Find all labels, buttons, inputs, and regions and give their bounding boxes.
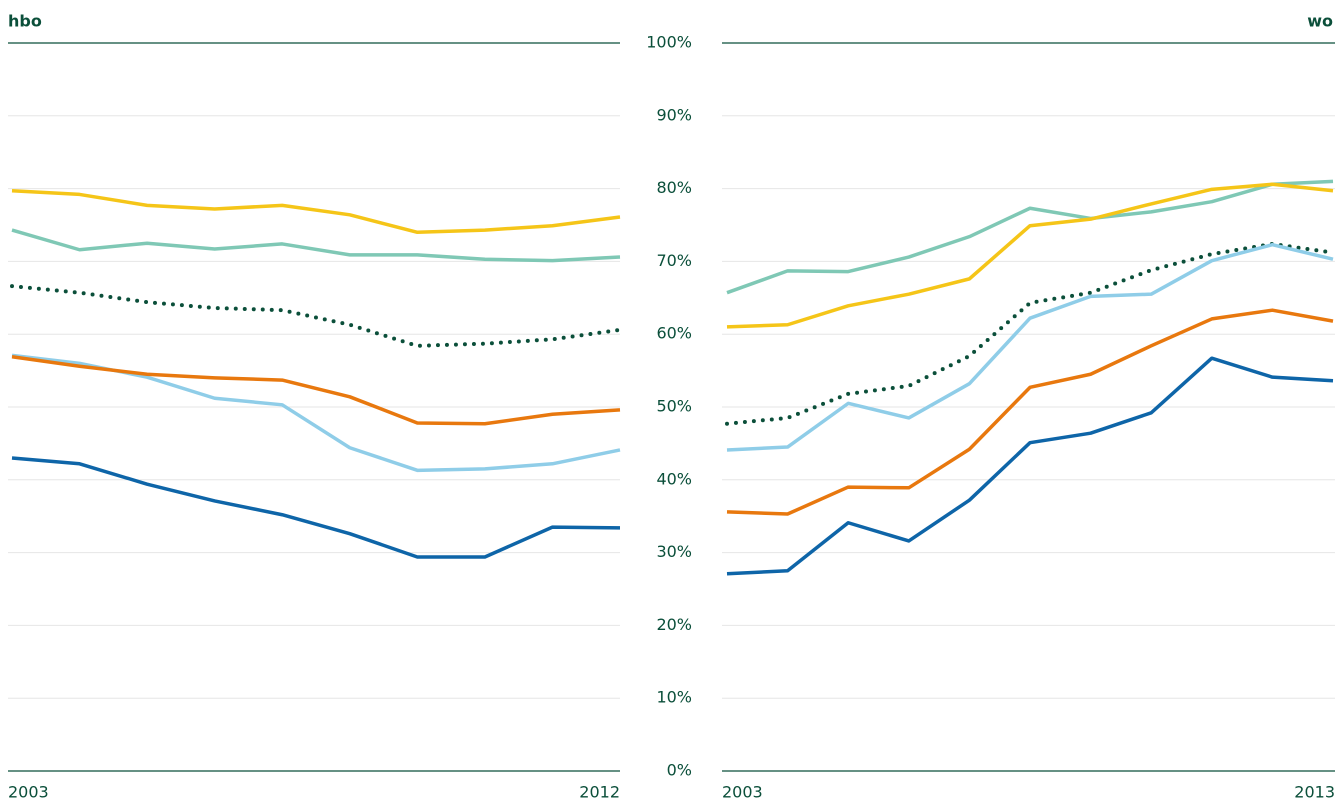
panel-title: hbo xyxy=(8,12,42,31)
series-line xyxy=(11,189,621,235)
series-line xyxy=(726,182,1334,329)
x-tick-label: 2003 xyxy=(8,783,49,802)
series-line xyxy=(11,353,621,473)
y-tick-label: 20% xyxy=(656,615,692,634)
y-tick-label: 40% xyxy=(656,469,692,488)
series-line xyxy=(11,456,621,559)
series-line xyxy=(11,355,621,426)
x-tick-label: 2003 xyxy=(722,783,763,802)
y-tick-label: 50% xyxy=(656,397,692,416)
y-tick-label: 30% xyxy=(656,542,692,561)
y-tick-label: 70% xyxy=(656,251,692,270)
x-tick-label: 2013 xyxy=(1294,783,1335,802)
y-tick-label: 90% xyxy=(656,105,692,124)
y-tick-label: 60% xyxy=(656,324,692,343)
panel-title: wo xyxy=(1307,12,1333,31)
y-tick-label: 80% xyxy=(656,178,692,197)
series-line xyxy=(726,179,1334,295)
y-tick-label: 10% xyxy=(656,688,692,707)
series-line xyxy=(10,284,622,348)
series-line xyxy=(726,308,1334,516)
series-line xyxy=(726,356,1334,576)
series-line xyxy=(726,242,1334,452)
y-tick-label: 0% xyxy=(667,761,692,780)
series-line xyxy=(11,228,621,263)
x-tick-label: 2012 xyxy=(579,783,620,802)
y-tick-label: 100% xyxy=(646,33,692,52)
